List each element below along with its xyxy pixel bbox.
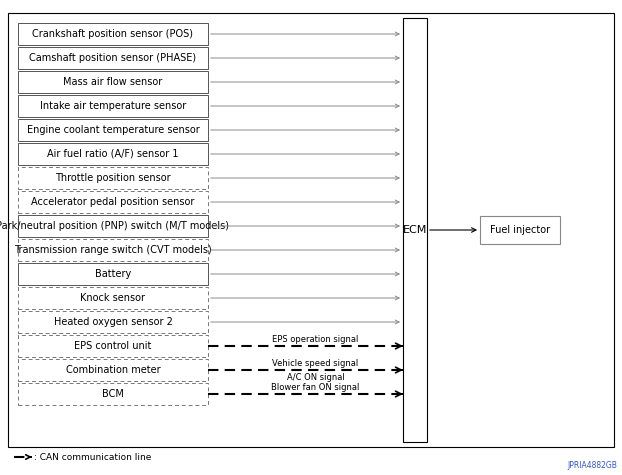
Text: Transmission range switch (CVT models): Transmission range switch (CVT models) xyxy=(14,245,212,255)
Text: ECM: ECM xyxy=(403,225,427,235)
Text: Battery: Battery xyxy=(95,269,131,279)
Text: Accelerator pedal position sensor: Accelerator pedal position sensor xyxy=(31,197,195,207)
Text: Combination meter: Combination meter xyxy=(66,365,160,375)
Text: EPS control unit: EPS control unit xyxy=(74,341,152,351)
Text: Knock sensor: Knock sensor xyxy=(80,293,146,303)
Text: Crankshaft position sensor (POS): Crankshaft position sensor (POS) xyxy=(32,29,193,39)
Text: EPS operation signal: EPS operation signal xyxy=(272,335,359,344)
Text: JPRIA4882GB: JPRIA4882GB xyxy=(567,461,617,470)
Text: Park/neutral position (PNP) switch (M/T models): Park/neutral position (PNP) switch (M/T … xyxy=(0,221,230,231)
Bar xyxy=(18,359,208,381)
Text: Engine coolant temperature sensor: Engine coolant temperature sensor xyxy=(27,125,200,135)
Bar xyxy=(18,47,208,69)
Text: Heated oxygen sensor 2: Heated oxygen sensor 2 xyxy=(53,317,172,327)
Text: Air fuel ratio (A/F) sensor 1: Air fuel ratio (A/F) sensor 1 xyxy=(47,149,179,159)
Bar xyxy=(18,335,208,357)
Text: : CAN communication line: : CAN communication line xyxy=(34,453,151,462)
Text: Mass air flow sensor: Mass air flow sensor xyxy=(63,77,162,87)
Bar xyxy=(18,215,208,237)
Text: Intake air temperature sensor: Intake air temperature sensor xyxy=(40,101,186,111)
Text: A/C ON signal
Blower fan ON signal: A/C ON signal Blower fan ON signal xyxy=(271,372,360,392)
Bar xyxy=(18,23,208,45)
Bar xyxy=(18,71,208,93)
Bar xyxy=(18,143,208,165)
Bar xyxy=(18,239,208,261)
Bar xyxy=(18,95,208,117)
Bar xyxy=(480,216,560,244)
Bar xyxy=(18,119,208,141)
Text: Throttle position sensor: Throttle position sensor xyxy=(55,173,171,183)
Text: Fuel injector: Fuel injector xyxy=(490,225,550,235)
Bar xyxy=(18,311,208,333)
Bar xyxy=(18,167,208,189)
Text: Vehicle speed signal: Vehicle speed signal xyxy=(272,359,359,368)
Bar xyxy=(18,383,208,405)
Bar xyxy=(18,191,208,213)
Bar xyxy=(403,18,427,442)
Text: Camshaft position sensor (PHASE): Camshaft position sensor (PHASE) xyxy=(29,53,197,63)
Text: BCM: BCM xyxy=(102,389,124,399)
Bar xyxy=(18,287,208,309)
Bar xyxy=(18,263,208,285)
